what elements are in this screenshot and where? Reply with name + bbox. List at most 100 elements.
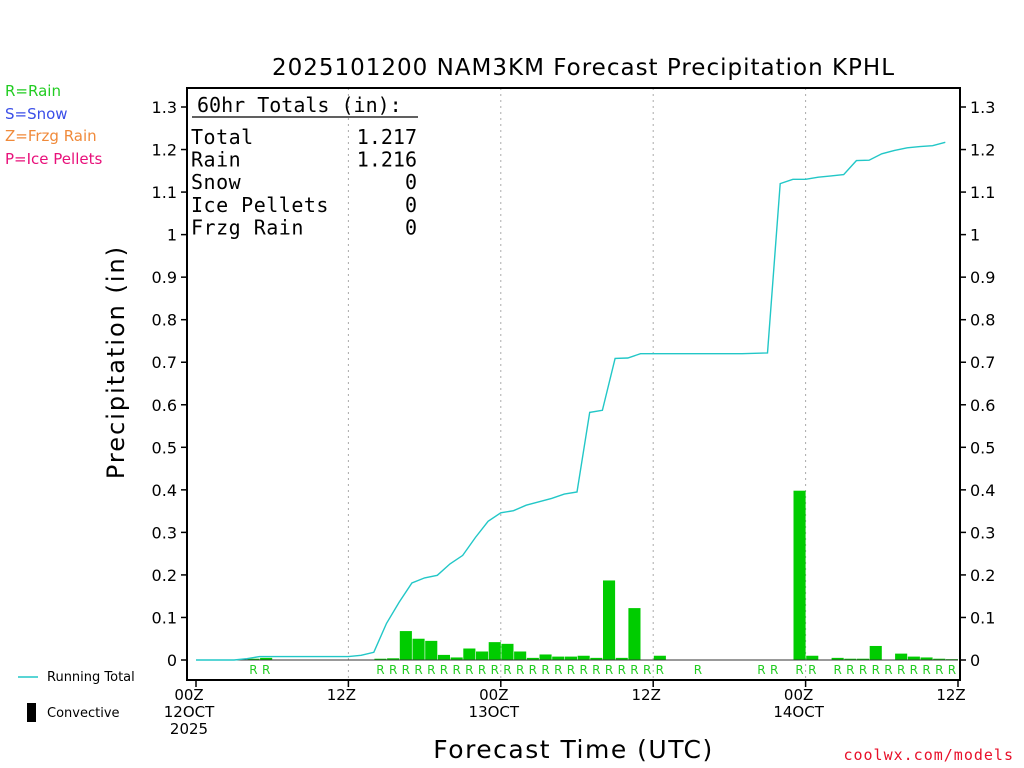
ptype-label: R (859, 663, 867, 677)
x-tick-label: 12Z (936, 686, 965, 704)
y-tick-label-right: 0.3 (970, 523, 995, 542)
precip-bar (437, 654, 450, 660)
precip-bar (514, 651, 527, 660)
ptype-label: R (757, 663, 765, 677)
precip-bar (806, 655, 819, 660)
y-tick-label-right: 0.1 (970, 608, 995, 627)
running-total-legend-label: Running Total (47, 670, 135, 685)
y-tick-label-right: 0.4 (970, 481, 995, 500)
precip-bar (895, 653, 908, 660)
totals-row-value: 0 (405, 215, 417, 239)
x-tick-label: 2025 (170, 720, 208, 738)
ptype-label: R (249, 663, 257, 677)
ptype-label: R (948, 663, 956, 677)
x-tick-label: 12Z (632, 686, 661, 704)
ptype-label: R (897, 663, 905, 677)
precip-bar (488, 642, 501, 660)
y-tick-label-right: 0.7 (970, 353, 995, 372)
y-tick-label-left: 0.4 (152, 481, 177, 500)
precip-bar (387, 658, 400, 660)
y-tick-label-left: 0.5 (152, 438, 177, 457)
x-tick-label: 00Z (479, 686, 508, 704)
y-tick-label-left: 0.1 (152, 608, 177, 627)
legend-snow: S=Snow (5, 105, 68, 123)
ptype-label: R (935, 663, 943, 677)
precip-bar (476, 651, 489, 660)
precip-bar (933, 658, 946, 660)
x-tick-label: 12Z (327, 686, 356, 704)
totals-row-label: Frzg Rain (191, 215, 304, 239)
ptype-label: R (491, 663, 499, 677)
precip-bar (425, 640, 438, 660)
precip-bar (653, 655, 666, 660)
totals-row-label: Total (191, 125, 254, 149)
y-tick-label-left: 1.3 (152, 98, 177, 117)
totals-row-label: Ice Pellets (191, 193, 329, 217)
ptype-label: R (478, 663, 486, 677)
y-tick-label-left: 0.6 (152, 396, 177, 415)
ptype-label: R (872, 663, 880, 677)
ptype-label: R (503, 663, 511, 677)
ptype-label: R (770, 663, 778, 677)
precip-bar (247, 658, 260, 660)
y-tick-label-left: 0 (167, 651, 177, 670)
ptype-label: R (452, 663, 460, 677)
x-tick-label: 12OCT (164, 703, 215, 721)
totals-row-label: Rain (191, 148, 241, 172)
convective-legend-swatch (27, 703, 36, 722)
precip-bar (526, 657, 539, 660)
y-tick-label-left: 0.8 (152, 311, 177, 330)
ptype-label: R (414, 663, 422, 677)
y-tick-label-right: 0 (970, 651, 980, 670)
y-tick-label-left: 1 (167, 226, 177, 245)
precip-bar (907, 656, 920, 660)
y-tick-label-right: 0.6 (970, 396, 995, 415)
ptype-label: R (795, 663, 803, 677)
plot-frame (186, 87, 961, 681)
credit-text: coolwx.com/models (843, 746, 1014, 764)
precip-bar (577, 655, 590, 660)
ptype-label: R (529, 663, 537, 677)
precip-bar (793, 490, 806, 660)
precip-bar (399, 631, 412, 660)
y-tick-label-left: 1.1 (152, 183, 177, 202)
ptype-label: R (402, 663, 410, 677)
ptype-label: R (389, 663, 397, 677)
precip-bar (603, 580, 616, 660)
ptype-label: R (427, 663, 435, 677)
x-tick-label: 00Z (174, 686, 203, 704)
ptype-label: R (592, 663, 600, 677)
ptype-label: R (884, 663, 892, 677)
totals-row-value: 1.216 (357, 148, 417, 172)
precip-bar (412, 638, 425, 660)
precip-bar (552, 656, 565, 660)
precip-bar (564, 656, 577, 660)
ptype-label: R (643, 663, 651, 677)
y-tick-label-right: 0.5 (970, 438, 995, 457)
convective-legend-label: Convective (47, 706, 120, 721)
ptype-label: R (541, 663, 549, 677)
ptype-label: R (910, 663, 918, 677)
ptype-label: R (618, 663, 626, 677)
precip-bar (628, 608, 641, 660)
precip-bar (844, 658, 857, 660)
ptype-label: R (694, 663, 702, 677)
running-total-line (196, 141, 946, 661)
ptype-label: R (567, 663, 575, 677)
precip-bar (590, 657, 603, 660)
y-tick-label-left: 1.2 (152, 141, 177, 160)
y-tick-label-right: 0.2 (970, 566, 995, 585)
precip-bar (615, 657, 628, 660)
y-tick-label-left: 0.9 (152, 268, 177, 287)
legend-rain: R=Rain (5, 82, 61, 100)
y-tick-label-right: 0.9 (970, 268, 995, 287)
x-axis-label: Forecast Time (UTC) (433, 735, 713, 764)
ptype-label: R (376, 663, 384, 677)
x-tick-label: 14OCT (773, 703, 824, 721)
x-tick-label: 13OCT (469, 703, 520, 721)
precip-bar (450, 657, 463, 660)
y-tick-label-right: 1.1 (970, 183, 995, 202)
totals-row-value: 0 (405, 170, 417, 194)
ptype-label: R (579, 663, 587, 677)
